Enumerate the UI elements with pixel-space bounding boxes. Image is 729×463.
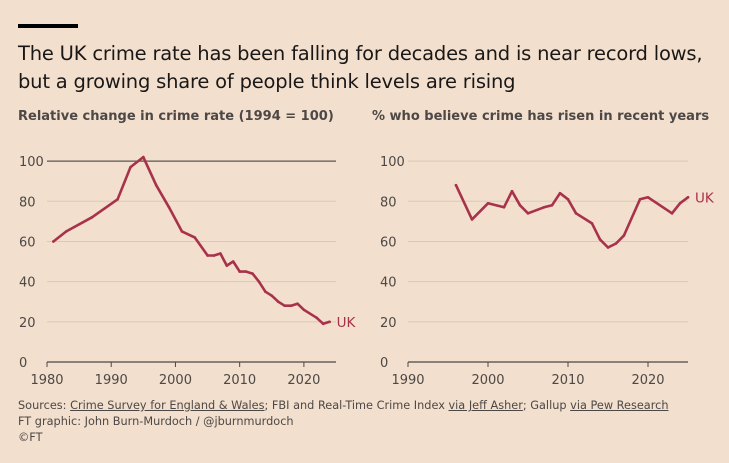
right-y-tick-60: 60 [380, 235, 397, 250]
right-series-line-0 [454, 183, 690, 249]
left-data-point [225, 264, 229, 267]
left-data-point [90, 216, 94, 219]
right-data-point [454, 183, 458, 187]
right-data-point [598, 238, 602, 241]
sources-separator: ; FBI and Real-Time Crime Index [264, 399, 449, 412]
right-x-tick-2020: 2020 [631, 373, 664, 388]
left-data-point [244, 270, 248, 273]
left-series-label: UK [337, 315, 357, 331]
right-data-point [502, 206, 506, 209]
left-data-point [64, 230, 68, 233]
right-data-point [678, 201, 682, 205]
left-data-point [238, 270, 241, 273]
left-data-point [296, 302, 299, 306]
left-data-point [154, 183, 158, 187]
right-data-point [606, 246, 610, 249]
right-x-tick-1990: 1990 [391, 373, 424, 388]
left-data-point [142, 155, 145, 159]
right-data-point [686, 195, 690, 199]
right-data-point [638, 197, 642, 201]
left-data-point [212, 254, 216, 257]
left-data-point [270, 294, 274, 298]
chart-title: The UK crime rate has been falling for d… [18, 42, 703, 93]
left-x-tick-1990: 1990 [95, 373, 128, 388]
top-rule [18, 24, 78, 28]
right-data-point [574, 212, 578, 215]
left-y-tick-60: 60 [19, 235, 36, 250]
right-x-tick-2000: 2000 [471, 373, 504, 388]
left-data-point [257, 280, 261, 283]
right-y-tick-20: 20 [380, 316, 397, 331]
sources-separator: ; Gallup [522, 399, 571, 412]
left-data-point [231, 260, 235, 263]
right-data-point [670, 212, 674, 215]
left-y-tick-100: 100 [19, 155, 44, 170]
source-link-pew-research[interactable]: via Pew Research [570, 399, 669, 412]
left-y-tick-80: 80 [19, 195, 36, 210]
footer: Sources: Crime Survey for England & Wale… [18, 398, 669, 446]
right-data-point [646, 195, 650, 199]
left-data-point [193, 236, 197, 239]
left-x-tick-2010: 2010 [223, 373, 256, 388]
right-y-tick-100: 100 [380, 155, 405, 170]
right-y-tick-0: 0 [380, 356, 388, 371]
right-data-point [518, 203, 522, 207]
left-data-point [315, 316, 319, 320]
left-x-tick-1980: 1980 [30, 373, 63, 388]
right-data-point [558, 191, 562, 195]
left-x-tick-2000: 2000 [159, 373, 192, 388]
right-y-tick-80: 80 [380, 195, 397, 210]
left-data-point [219, 252, 222, 255]
left-data-point [251, 272, 254, 275]
right-data-point [590, 222, 594, 225]
left-data-point [264, 290, 267, 293]
sources-prefix: Sources: [18, 399, 71, 412]
left-data-point [52, 240, 55, 243]
left-data-point [167, 206, 171, 209]
left-data-point [129, 165, 132, 169]
left-data-point [206, 254, 209, 257]
right-data-point [622, 234, 626, 237]
right-chart-subtitle: % who believe crime has risen in recent … [372, 109, 710, 124]
left-chart-subtitle: Relative change in crime rate (1994 = 10… [18, 109, 334, 124]
right-data-point [526, 212, 530, 215]
left-data-point [276, 300, 280, 304]
left-y-tick-0: 0 [19, 356, 27, 371]
right-data-point [550, 203, 554, 207]
graphic-credit: FT graphic: John Burn-Murdoch / @jburnmu… [18, 415, 294, 428]
sources-line: Sources: Crime Survey for England & Wale… [18, 398, 669, 414]
left-data-point [283, 304, 286, 308]
right-series-label: UK [695, 190, 715, 206]
left-y-tick-20: 20 [19, 316, 36, 331]
right-data-point [470, 218, 474, 221]
right-data-point [566, 197, 570, 201]
left-data-point [116, 197, 119, 201]
right-data-point [614, 242, 618, 245]
right-data-point [486, 201, 490, 205]
right-data-point [542, 206, 546, 209]
source-link-jeff-asher[interactable]: via Jeff Asher [448, 399, 523, 412]
right-y-tick-40: 40 [380, 276, 397, 291]
right-x-tick-2010: 2010 [551, 373, 584, 388]
left-data-point [302, 308, 306, 312]
source-link-crime-survey[interactable]: Crime Survey for England & Wales [70, 399, 265, 412]
left-y-tick-40: 40 [19, 276, 36, 291]
left-x-tick-2020: 2020 [287, 373, 320, 388]
left-data-point [180, 230, 184, 233]
left-data-point [328, 320, 331, 324]
right-data-point [510, 189, 514, 193]
left-data-point [321, 322, 325, 326]
copyright: ©FT [18, 431, 43, 444]
left-data-point [289, 304, 293, 308]
